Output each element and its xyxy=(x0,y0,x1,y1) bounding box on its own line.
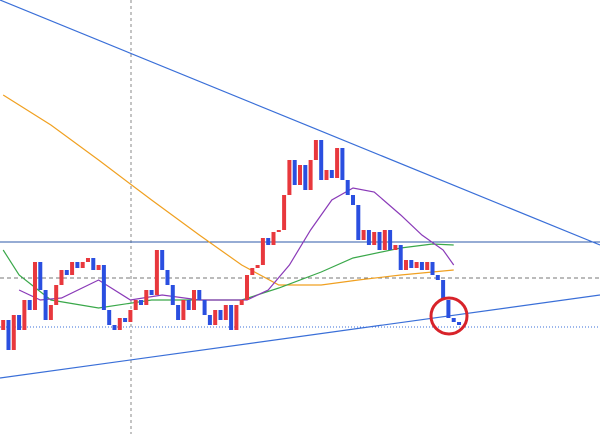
candle-body xyxy=(38,262,43,290)
candle-body xyxy=(441,280,446,300)
candle-body xyxy=(250,268,255,275)
candle-body xyxy=(271,232,276,245)
candle-body xyxy=(112,325,117,330)
candle-body xyxy=(239,300,244,305)
candle-body xyxy=(144,290,149,305)
candle-body xyxy=(377,232,382,250)
candle-body xyxy=(223,305,228,320)
line-series xyxy=(0,0,600,246)
candle-body xyxy=(160,250,165,270)
line-series xyxy=(18,187,455,301)
candle-body xyxy=(54,285,59,305)
line-series xyxy=(0,294,600,379)
candle-body xyxy=(11,315,16,350)
candle-body xyxy=(313,140,318,160)
candle-body xyxy=(446,300,451,318)
candle-body xyxy=(6,320,11,350)
candle-body xyxy=(1,320,6,330)
candle-body xyxy=(133,300,138,310)
candle-body xyxy=(419,262,424,270)
candle-body xyxy=(191,290,196,310)
candle-body xyxy=(335,148,340,178)
candle-body xyxy=(229,305,234,330)
candle-body xyxy=(393,245,398,250)
candle-body xyxy=(345,180,350,195)
candle-body xyxy=(292,160,297,185)
candle-body xyxy=(276,230,281,232)
candle-body xyxy=(372,232,377,245)
candle-body xyxy=(149,290,154,295)
highlight-circle xyxy=(429,296,469,336)
candle-body xyxy=(430,262,435,275)
candle-body xyxy=(117,318,122,330)
candle-body xyxy=(43,290,48,320)
candle-body xyxy=(282,195,287,230)
candle-body xyxy=(80,262,85,268)
candle-body xyxy=(22,300,27,330)
candle-body xyxy=(340,148,345,180)
candle-body xyxy=(176,305,181,320)
candle-body xyxy=(213,310,218,325)
candle-body xyxy=(361,230,366,240)
candle-body xyxy=(404,260,409,270)
candle-body xyxy=(32,262,37,310)
candle-body xyxy=(128,310,133,322)
candle-body xyxy=(91,258,96,270)
candle-body xyxy=(382,230,387,250)
candle-body xyxy=(165,270,170,285)
plot xyxy=(0,0,600,379)
candle-body xyxy=(366,230,371,245)
line-series xyxy=(2,94,454,286)
candle-body xyxy=(266,238,271,245)
candle-body xyxy=(70,262,75,275)
candle-body xyxy=(186,300,191,310)
candle-body xyxy=(409,260,414,268)
candle-body xyxy=(298,165,302,185)
candle-body xyxy=(351,195,356,205)
candle-body xyxy=(207,315,212,325)
candle-body xyxy=(123,318,128,322)
candle-body xyxy=(218,310,223,320)
candle-body xyxy=(17,315,22,330)
candle-body xyxy=(255,265,260,268)
candle-body xyxy=(414,262,419,268)
candle-body xyxy=(234,305,239,330)
candle-body xyxy=(197,290,202,300)
candle-body xyxy=(388,230,393,250)
candle-body xyxy=(107,310,112,325)
candle-body xyxy=(27,300,32,310)
candle-body xyxy=(85,258,90,262)
candle-body xyxy=(319,140,324,180)
candle-body xyxy=(260,238,265,265)
candle-body xyxy=(451,318,456,322)
candle-body xyxy=(48,305,53,320)
candle-body xyxy=(101,265,106,310)
candle-body xyxy=(425,262,430,270)
candle-body xyxy=(308,160,313,190)
candle-body xyxy=(398,245,403,270)
candle-body xyxy=(457,322,462,325)
candle-body xyxy=(75,262,80,268)
candle-body xyxy=(303,165,308,190)
candle-body xyxy=(138,300,143,305)
candle-body xyxy=(244,275,249,300)
candle-body xyxy=(64,270,69,275)
candle-body xyxy=(329,170,334,178)
candle-body xyxy=(202,300,207,315)
candle-body xyxy=(324,170,329,180)
candle-body xyxy=(170,285,175,305)
candle-body xyxy=(96,265,101,270)
candle-body xyxy=(356,205,361,240)
candle-body xyxy=(181,300,186,320)
candle-body xyxy=(435,275,440,280)
candle-body xyxy=(287,160,292,195)
candle-body xyxy=(59,270,64,285)
candle-body xyxy=(154,250,159,295)
